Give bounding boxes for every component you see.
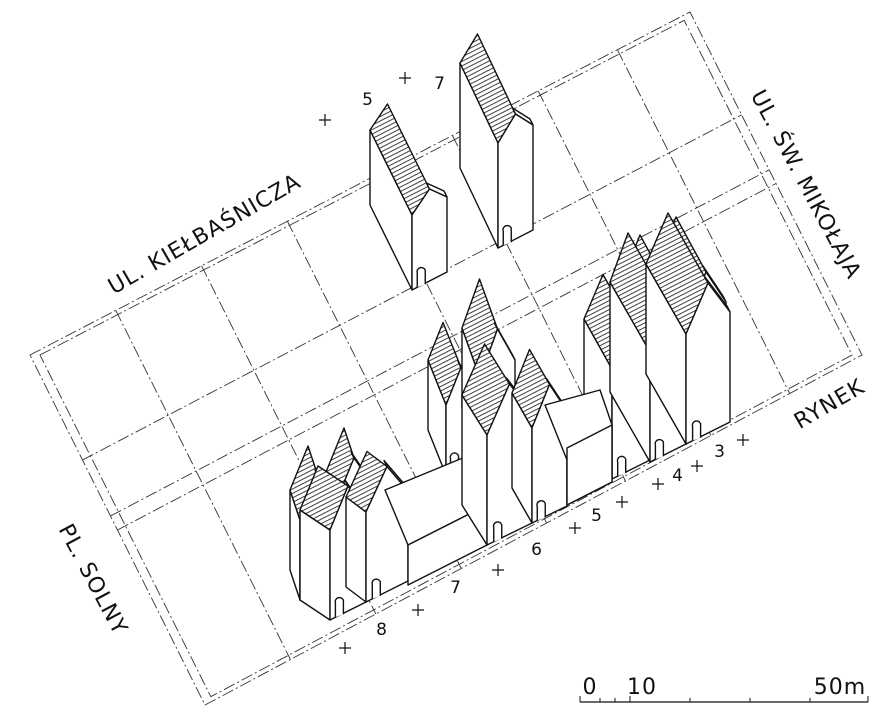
lot-number: 7 bbox=[434, 74, 446, 94]
door bbox=[654, 438, 665, 460]
door bbox=[616, 455, 627, 477]
gable-wall bbox=[685, 282, 731, 445]
lot-number: 4 bbox=[672, 466, 684, 486]
door bbox=[416, 266, 426, 288]
gable-wall bbox=[497, 113, 534, 249]
door bbox=[334, 596, 345, 618]
marker bbox=[412, 604, 424, 616]
plot-line bbox=[110, 169, 770, 517]
lot-number: 8 bbox=[376, 620, 388, 640]
lot-number: 5 bbox=[362, 90, 374, 110]
lot-number: 7 bbox=[450, 578, 462, 598]
marker bbox=[492, 564, 504, 576]
street-label: PL. SOLNY bbox=[53, 520, 132, 639]
scale-bar: 0 10 50m bbox=[579, 675, 869, 703]
door bbox=[502, 224, 512, 246]
door bbox=[536, 499, 546, 521]
marker bbox=[339, 642, 351, 654]
side-wall bbox=[345, 496, 367, 603]
marker bbox=[616, 496, 628, 508]
lot-number: 6 bbox=[531, 540, 543, 560]
plot-line bbox=[616, 49, 791, 394]
buildings bbox=[289, 33, 731, 621]
wall bbox=[566, 424, 613, 506]
scale-label: 50m bbox=[814, 675, 866, 700]
markers bbox=[319, 72, 749, 654]
door bbox=[691, 420, 702, 441]
street-label: UL. ŚW. MIKOŁAJA bbox=[745, 86, 867, 284]
marker bbox=[691, 460, 703, 472]
marker bbox=[399, 72, 411, 84]
door bbox=[492, 521, 503, 542]
lot-number: 5 bbox=[591, 506, 603, 526]
street-label: UL. KIEŁBAŚNICZA bbox=[104, 168, 306, 300]
marker bbox=[737, 434, 749, 446]
door bbox=[371, 578, 381, 599]
scale-label: 10 bbox=[627, 675, 657, 700]
gable-wall bbox=[411, 188, 448, 291]
lot-number: 3 bbox=[714, 442, 726, 462]
marker bbox=[652, 478, 664, 490]
marker bbox=[569, 522, 581, 534]
scale-label: 0 bbox=[583, 675, 598, 700]
street-label: RYNEK bbox=[790, 374, 869, 434]
marker bbox=[319, 114, 331, 126]
